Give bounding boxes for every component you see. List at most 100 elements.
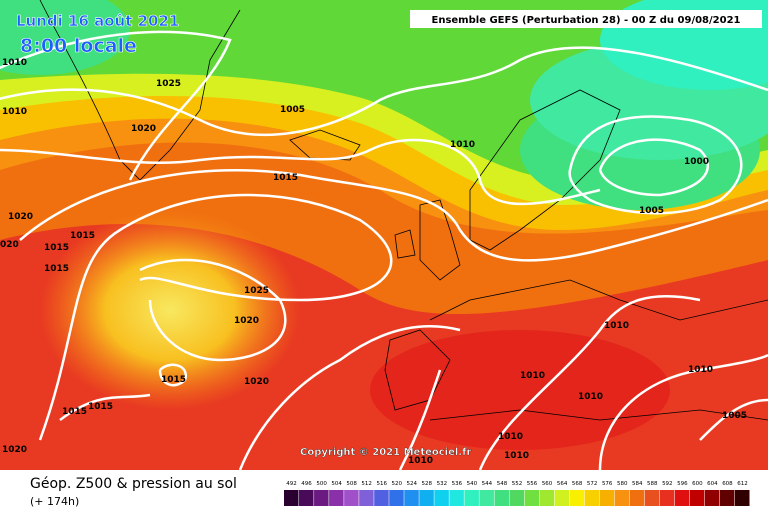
scale-swatch — [419, 490, 434, 506]
scale-swatch — [314, 490, 329, 506]
scale-swatch — [599, 490, 615, 506]
scale-swatch — [614, 490, 630, 506]
isobar-label: 1000 — [684, 157, 709, 167]
isobar-labels: 1010 1010 1025 1020 1005 1010 1015 1000 1005 1020… — [0, 58, 747, 466]
scale-label: 552 — [512, 481, 523, 487]
scale-swatch — [704, 490, 720, 506]
scale-label: 536 — [452, 481, 463, 487]
scale-swatch — [464, 490, 479, 506]
legend-title: Géop. Z500 & pression au sol — [30, 476, 237, 492]
isobar-label: 020 — [0, 240, 19, 250]
scale-label: 528 — [422, 481, 433, 487]
scale-label: 508 — [346, 481, 357, 487]
isobar-label: 1020 — [8, 212, 33, 222]
isobar-label: 1005 — [280, 105, 305, 115]
scale-label: 608 — [722, 481, 733, 487]
isobar-label: 1010 — [688, 365, 713, 375]
date: Lundi 16 août 2021 — [16, 12, 179, 30]
isobar-label: 1020 — [234, 316, 259, 326]
scale-label: 544 — [482, 481, 493, 487]
scale-swatch — [554, 490, 570, 506]
isobar-label: 1020 — [2, 445, 27, 455]
scale-label: 560 — [542, 481, 553, 487]
scale-label: 612 — [737, 481, 748, 487]
isobar-label: 1010 — [408, 456, 433, 466]
isobar-label: 1015 — [88, 402, 113, 412]
scale-label: 588 — [647, 481, 658, 487]
scale-swatch — [629, 490, 645, 506]
run-box — [410, 10, 762, 28]
scale-label: 568 — [572, 481, 583, 487]
scale-swatch — [689, 490, 705, 506]
isobar-label: 1025 — [244, 286, 269, 296]
scale-swatch — [329, 490, 344, 506]
isobar-label: 1025 — [156, 79, 181, 89]
scale-swatch — [344, 490, 359, 506]
local-time: 8:00 locale — [20, 35, 137, 57]
scale-label: 524 — [407, 481, 418, 487]
scale-swatch — [359, 490, 374, 506]
isobar-label: 1020 — [244, 377, 269, 387]
isobar-label: 1010 — [2, 107, 27, 117]
isobar-label: 1015 — [62, 407, 87, 417]
scale-label: 584 — [632, 481, 643, 487]
scale-label: 512 — [361, 481, 372, 487]
scale-label: 492 — [286, 481, 297, 487]
scale-swatch — [509, 490, 525, 506]
run-info: Ensemble GEFS (Perturbation 28) - 00 Z d… — [432, 15, 741, 26]
isobar-label: 1010 — [498, 432, 523, 442]
isobar-label: 1015 — [44, 243, 69, 253]
lead-time: (+ 174h) — [30, 495, 79, 508]
scale-swatch — [389, 490, 404, 506]
isobar-label: 1005 — [639, 206, 664, 216]
isobar-label: 1005 — [722, 411, 747, 421]
scale-swatch — [644, 490, 660, 506]
copyright: Copyright © 2021 Meteociel.fr — [300, 447, 471, 458]
scale-label: 532 — [437, 481, 448, 487]
scale-swatch — [539, 490, 555, 506]
map — [0, 0, 768, 471]
scale-label: 556 — [527, 481, 538, 487]
scale-label: 596 — [677, 481, 688, 487]
scale-label: 496 — [301, 481, 312, 487]
scale-swatch — [299, 490, 314, 506]
scale-label: 504 — [331, 481, 342, 487]
isobar-label: 1010 — [604, 321, 629, 331]
scale-label: 564 — [557, 481, 568, 487]
isobar-label: 1010 — [520, 371, 545, 381]
scale-swatch — [674, 490, 690, 506]
scale-swatch — [719, 490, 735, 506]
isobar-label: 1010 — [2, 58, 27, 68]
isobar-label: 1010 — [450, 140, 475, 150]
scale-label: 600 — [692, 481, 703, 487]
isobar-label: 1010 — [578, 392, 603, 402]
isobar-label: 1015 — [70, 231, 95, 241]
scale-swatch — [734, 490, 750, 506]
scale-label: 576 — [602, 481, 613, 487]
color-scale: 492 496 500 504 508 512 516 520 524 528 532 536 540 5… — [284, 481, 750, 506]
isobar-label: 1010 — [504, 451, 529, 461]
scale-swatch — [659, 490, 675, 506]
isobar-label: 1015 — [273, 173, 298, 183]
scale-label: 548 — [497, 481, 508, 487]
scale-swatch — [524, 490, 540, 506]
scale-swatch — [584, 490, 600, 506]
isobar-label: 1015 — [161, 375, 186, 385]
scale-label: 604 — [707, 481, 718, 487]
scale-swatch — [494, 490, 509, 506]
scale-label: 540 — [467, 481, 478, 487]
scale-label: 580 — [617, 481, 628, 487]
scale-label: 516 — [376, 481, 387, 487]
scale-swatch — [284, 490, 299, 506]
scale-swatch — [404, 490, 419, 506]
scale-label: 592 — [662, 481, 673, 487]
scale-label: 520 — [391, 481, 402, 487]
isobar-label: 1020 — [131, 124, 156, 134]
scale-label: 500 — [316, 481, 327, 487]
scale-swatch — [479, 490, 494, 506]
scale-swatch — [449, 490, 464, 506]
scale-swatch — [434, 490, 449, 506]
scale-swatch — [374, 490, 389, 506]
isobar-label: 1015 — [44, 264, 69, 274]
